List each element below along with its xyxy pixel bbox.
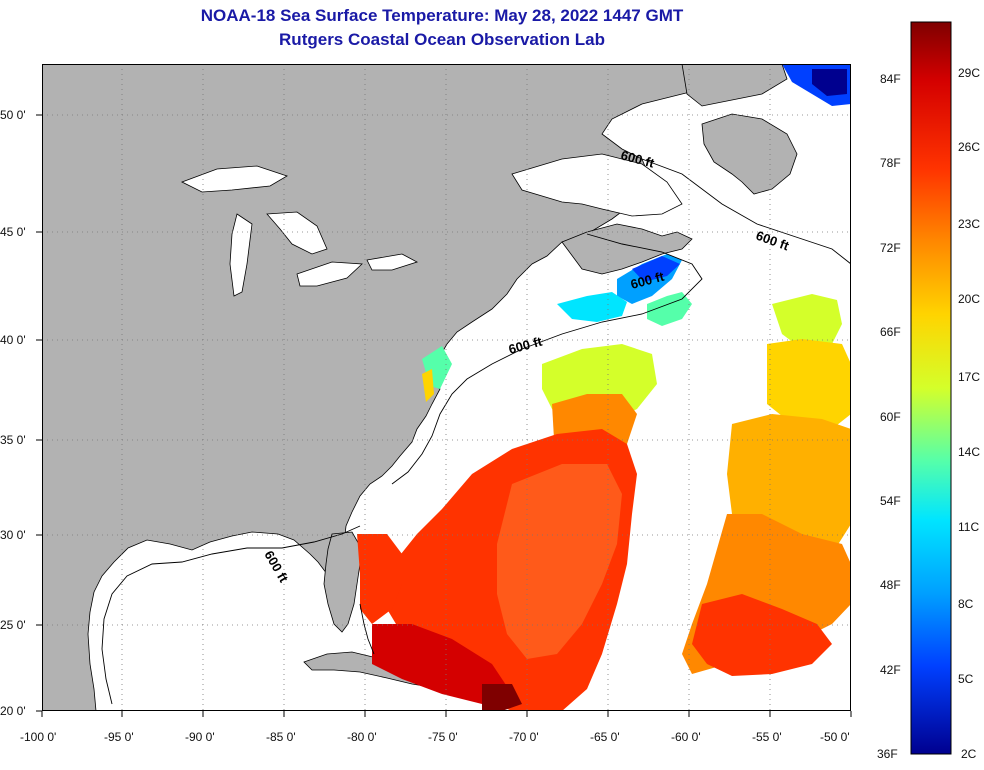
x-tick-label: -50 0' (820, 730, 850, 744)
colorbar (910, 21, 952, 755)
colorbar-f-label: 42F (880, 663, 901, 677)
x-tick-label: -65 0' (590, 730, 620, 744)
colorbar-f-label: 60F (880, 410, 901, 424)
colorbar-f-label: 66F (880, 325, 901, 339)
y-tick-label: 20 0' (0, 704, 26, 718)
colorbar-c-label: 20C (958, 292, 981, 306)
title-line-1: NOAA-18 Sea Surface Temperature: May 28,… (200, 6, 684, 25)
y-tick-label: 25 0' (0, 618, 26, 632)
colorbar-f-label: 36F (877, 747, 898, 761)
colorbar-f-label: 54F (880, 494, 901, 508)
colorbar-c-label: 29C (958, 66, 981, 80)
title-line-2: Rutgers Coastal Ocean Observation Lab (279, 30, 605, 49)
great-lakes (180, 165, 419, 297)
land-labrador (681, 64, 788, 107)
sst-patches (357, 64, 851, 711)
y-tick-label: 30 0' (0, 528, 26, 542)
colorbar-c-label: 17C (958, 370, 981, 384)
colorbar-c-label: 26C (958, 140, 981, 154)
colorbar-f-label: 78F (880, 156, 901, 170)
depth-contours (101, 158, 851, 705)
colorbar-c-label: 2C (961, 747, 977, 761)
colorbar-gradient (910, 21, 952, 755)
y-tick-label: 35 0' (0, 433, 26, 447)
x-tick-label: -60 0' (671, 730, 701, 744)
x-tick-label: -55 0' (752, 730, 782, 744)
x-tick-label: -70 0' (509, 730, 539, 744)
x-tick-label: -75 0' (428, 730, 458, 744)
x-tick-label: -80 0' (347, 730, 377, 744)
colorbar-f-label: 84F (880, 72, 901, 86)
x-tick-label: -100 0' (20, 730, 57, 744)
colorbar-f-label: 72F (880, 241, 901, 255)
colorbar-f-label: 48F (880, 578, 901, 592)
y-tick-label: 45 0' (0, 225, 26, 239)
st-lawrence-gulf (511, 153, 683, 217)
colorbar-c-label: 5C (958, 672, 974, 686)
colorbar-c-label: 23C (958, 217, 981, 231)
colorbar-c-label: 11C (958, 520, 980, 534)
sst-map: 600 ft 600 ft 600 ft 600 ft 600 ft (42, 64, 851, 711)
x-tick-label: -95 0' (104, 730, 134, 744)
colorbar-c-label: 14C (958, 445, 981, 459)
x-tick-label: -90 0' (185, 730, 215, 744)
y-tick-label: 40 0' (0, 333, 26, 347)
x-tick-label: -85 0' (266, 730, 296, 744)
land-newfoundland (701, 113, 798, 195)
colorbar-c-label: 8C (958, 597, 974, 611)
y-tick-label: 50 0' (0, 108, 26, 122)
map-border (42, 64, 851, 711)
